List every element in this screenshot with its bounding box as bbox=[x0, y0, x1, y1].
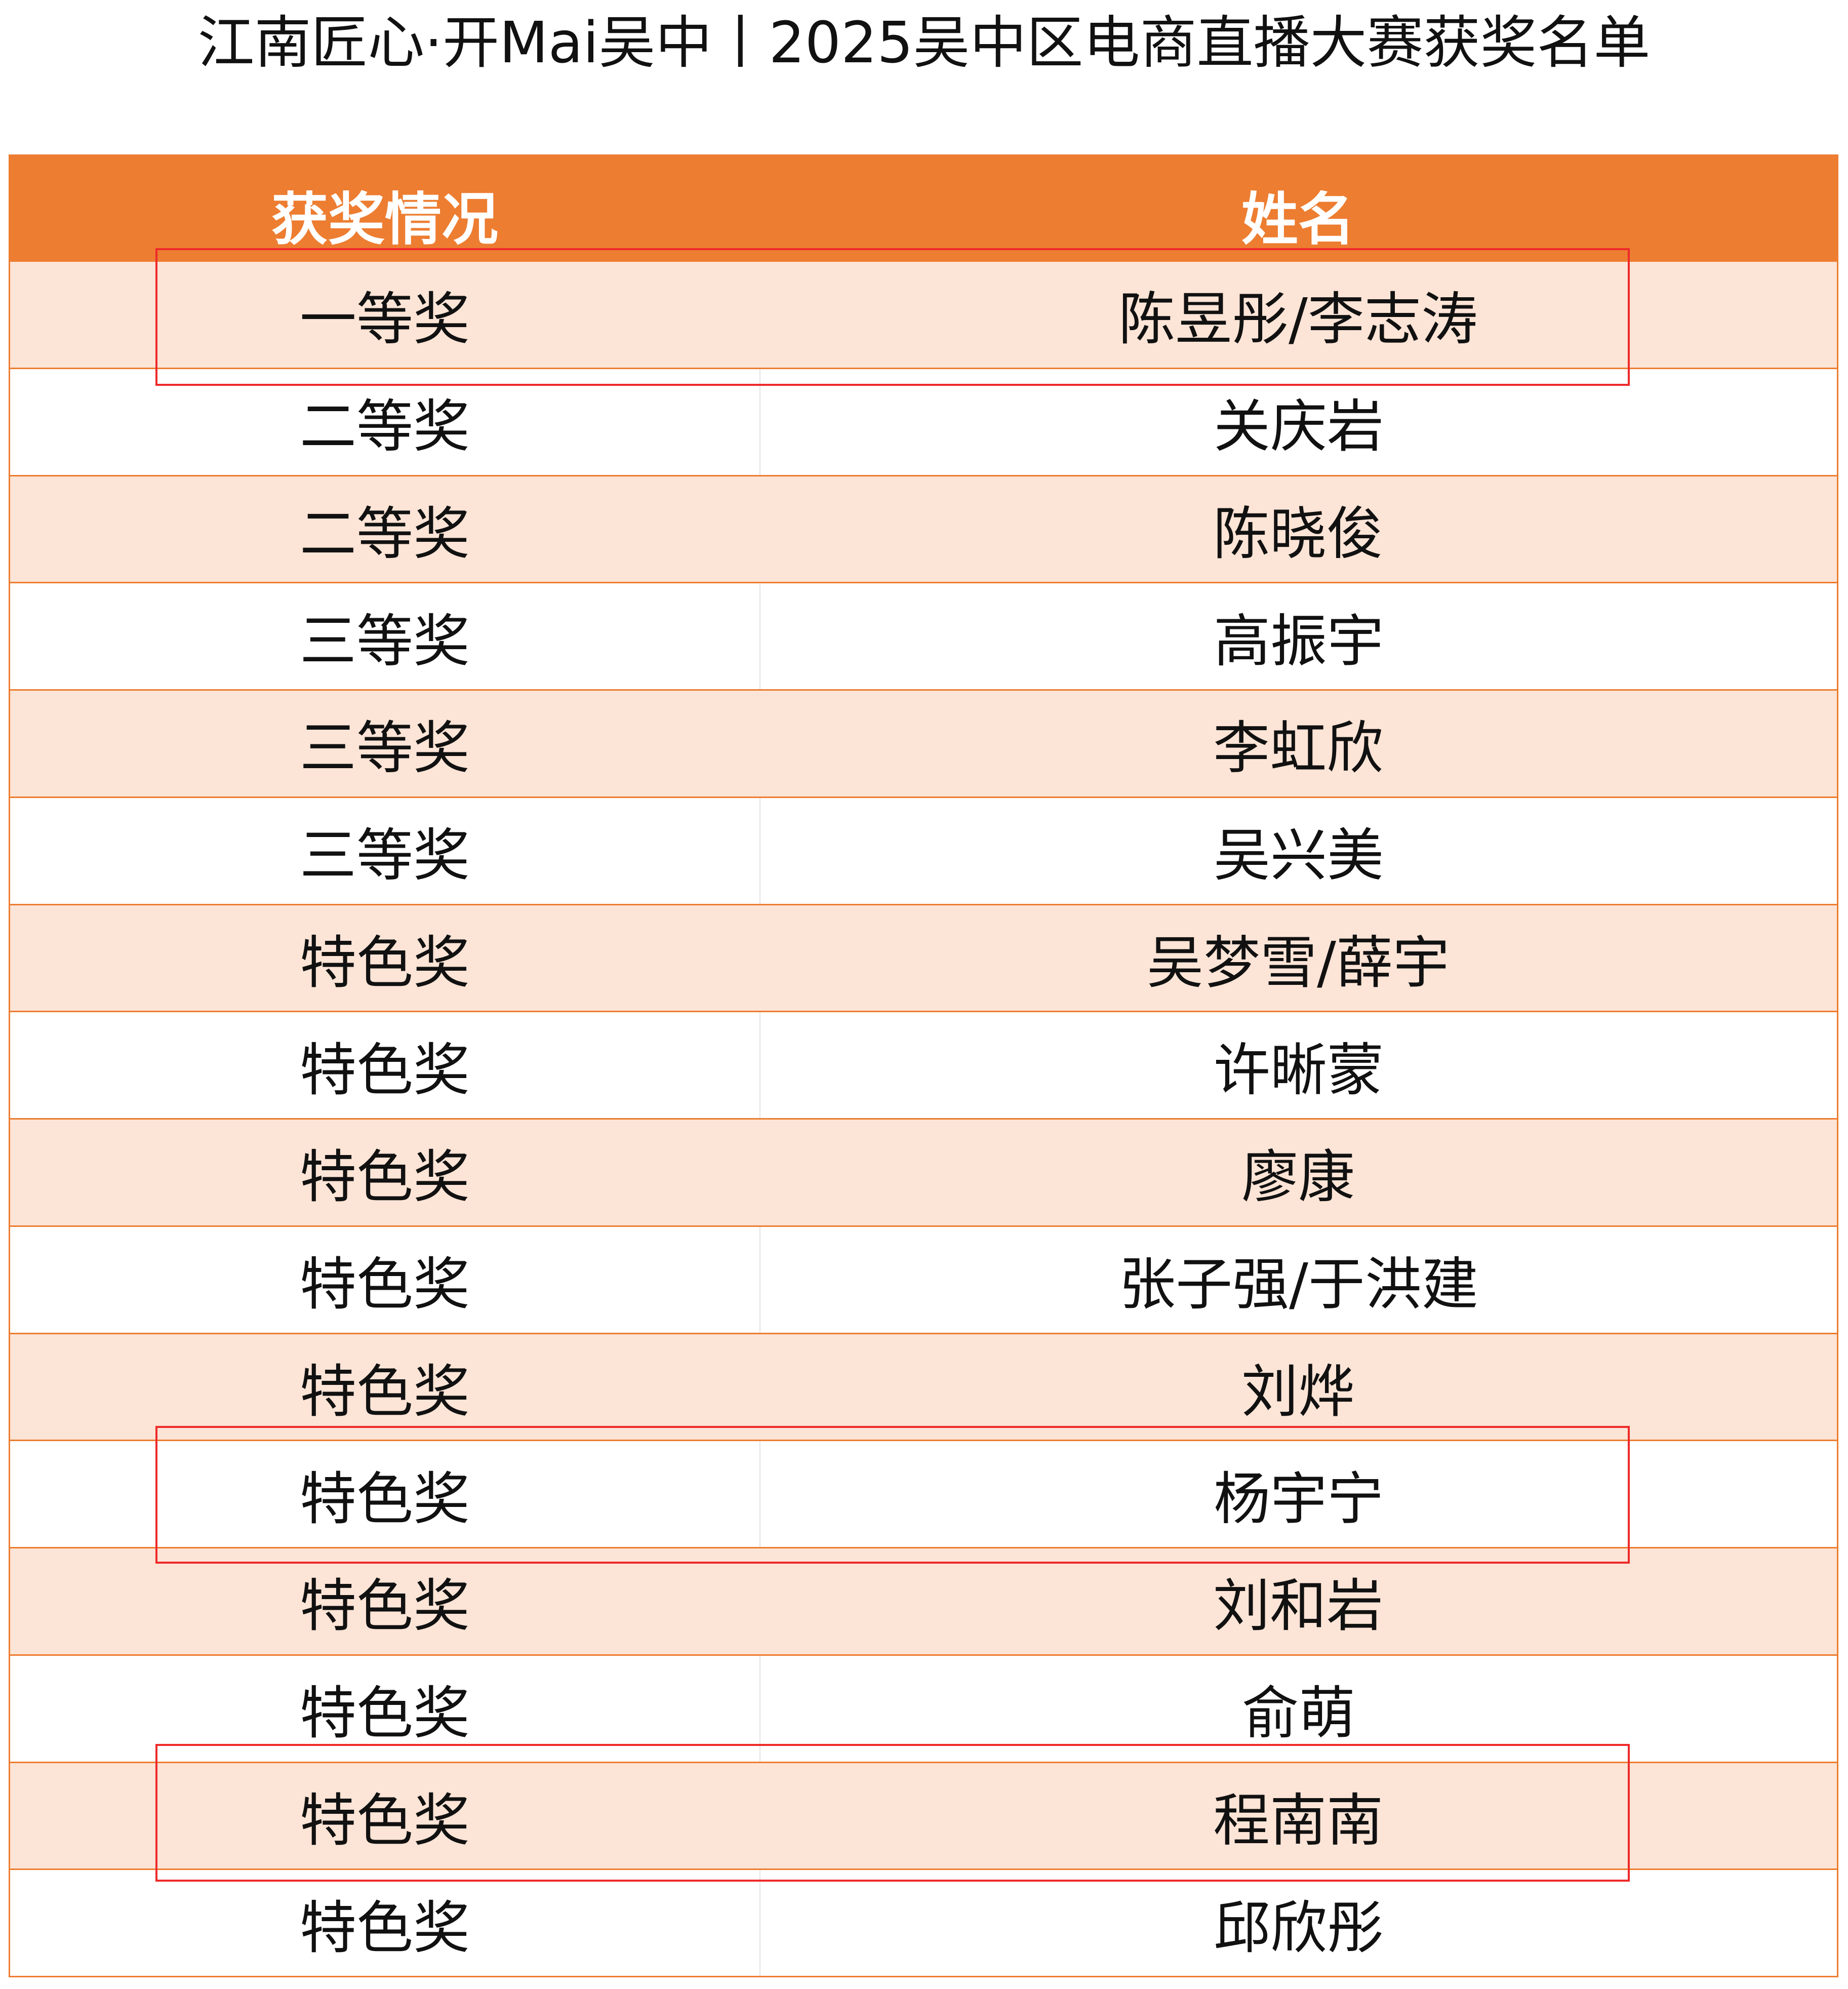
header-name: 姓名 bbox=[1241, 187, 1355, 253]
page-title: 江南匠心·开Mai吴中丨2025吴中区电商直播大赛获奖名单 bbox=[197, 10, 1651, 76]
award-cell: 特色奖 bbox=[300, 930, 470, 996]
table-row: 三等奖 高振宇 bbox=[10, 583, 1837, 691]
name-cell: 吴兴美 bbox=[1214, 823, 1384, 889]
award-cell: 一等奖 bbox=[300, 287, 470, 353]
name-cell: 关庆岩 bbox=[1214, 394, 1384, 460]
table-header: 获奖情况 姓名 bbox=[10, 154, 1837, 262]
table-row: 三等奖 吴兴美 bbox=[10, 798, 1837, 905]
table-row: 特色奖 俞萌 bbox=[10, 1655, 1837, 1763]
name-cell: 李虹欣 bbox=[1213, 715, 1383, 782]
table-row: 特色奖 廖康 bbox=[10, 1120, 1837, 1227]
table-row: 特色奖 张子强/于洪建 bbox=[10, 1226, 1837, 1334]
name-cell: 廖康 bbox=[1241, 1144, 1355, 1211]
awards-table: 获奖情况 姓名 一等奖 陈昱彤/李志涛 二等奖 关庆岩 二等奖 陈晓俊 三等奖 高振宇 三等奖李… bbox=[9, 154, 1838, 1977]
name-cell: 许晰蒙 bbox=[1214, 1037, 1384, 1103]
award-cell: 特色奖 bbox=[10, 1441, 760, 1547]
name-cell: 刘和岩 bbox=[1213, 1573, 1383, 1640]
award-cell: 特色奖 bbox=[10, 1012, 760, 1118]
award-cell: 二等奖 bbox=[300, 501, 470, 567]
name-cell: 陈昱彤/李志涛 bbox=[1118, 287, 1478, 353]
table-row: 特色奖 刘和岩 bbox=[10, 1548, 1837, 1656]
award-cell: 特色奖 bbox=[10, 1226, 760, 1333]
table-row: 特色奖 程南南 bbox=[10, 1763, 1837, 1871]
header-award: 获奖情况 bbox=[271, 187, 498, 253]
table-row: 二等奖 陈晓俊 bbox=[10, 476, 1837, 584]
name-cell: 程南南 bbox=[1213, 1787, 1383, 1854]
award-cell: 特色奖 bbox=[300, 1787, 470, 1854]
award-cell: 三等奖 bbox=[10, 583, 760, 689]
name-cell: 高振宇 bbox=[1214, 608, 1384, 674]
name-cell: 张子强/于洪建 bbox=[1119, 1252, 1478, 1318]
award-cell: 特色奖 bbox=[300, 1359, 470, 1425]
award-cell: 特色奖 bbox=[10, 1870, 760, 1976]
award-cell: 特色奖 bbox=[10, 1655, 760, 1762]
name-cell: 吴梦雪/薛宇 bbox=[1147, 930, 1450, 996]
name-cell: 邱欣彤 bbox=[1214, 1895, 1384, 1961]
award-cell: 二等奖 bbox=[10, 369, 760, 475]
name-cell: 杨宇宁 bbox=[1214, 1466, 1384, 1532]
award-cell: 三等奖 bbox=[300, 715, 470, 782]
table-body: 一等奖 陈昱彤/李志涛 二等奖 关庆岩 二等奖 陈晓俊 三等奖 高振宇 三等奖 李虹欣 三等奖 吴兴美… bbox=[10, 262, 1837, 1977]
table-row: 三等奖 李虹欣 bbox=[10, 691, 1837, 798]
table-row: 特色奖 刘烨 bbox=[10, 1334, 1837, 1442]
name-cell: 陈晓俊 bbox=[1213, 501, 1383, 567]
name-cell: 俞萌 bbox=[1242, 1681, 1355, 1747]
award-cell: 特色奖 bbox=[300, 1573, 470, 1640]
award-cell: 三等奖 bbox=[10, 798, 760, 904]
table-row: 特色奖 杨宇宁 bbox=[10, 1441, 1837, 1548]
name-cell: 刘烨 bbox=[1241, 1359, 1355, 1425]
table-row: 特色奖 吴梦雪/薛宇 bbox=[10, 905, 1837, 1013]
table-row: 特色奖 许晰蒙 bbox=[10, 1012, 1837, 1120]
table-row: 一等奖 陈昱彤/李志涛 bbox=[10, 262, 1837, 369]
award-cell: 特色奖 bbox=[300, 1144, 470, 1211]
table-row: 特色奖 邱欣彤 bbox=[10, 1870, 1837, 1977]
table-row: 二等奖 关庆岩 bbox=[10, 369, 1837, 476]
